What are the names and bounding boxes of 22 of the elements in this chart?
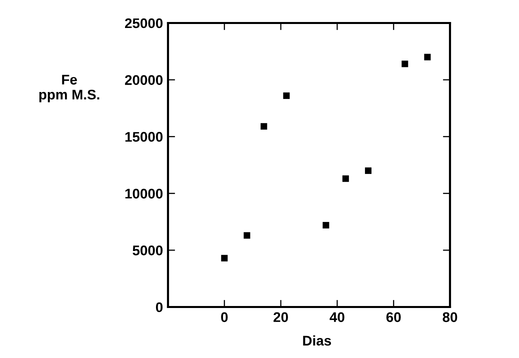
x-tick-label: 80 [442,312,458,322]
x-tick-label: 20 [274,312,288,322]
point [322,222,330,228]
y-tick-label: 10000 [125,188,163,199]
point [424,54,431,60]
point [364,167,372,174]
x-tick-label: 60 [386,312,401,322]
point [244,232,250,239]
point [260,123,268,130]
x-tick-label: 40 [330,312,344,322]
y-tick-label: 25000 [125,18,163,28]
point [342,175,349,182]
point [402,60,408,68]
y-tick-label: 5000 [132,246,163,256]
point [283,92,290,99]
x-axis-title: Dias [303,335,331,346]
y-tick-label: 20000 [125,75,163,85]
y-tick-label: 0 [156,302,163,312]
y-axis-title: Fe ppm M.S. [39,74,100,102]
point [221,254,228,262]
x-tick-label: 0 [221,312,228,322]
y-tick-label: 15000 [125,132,163,142]
